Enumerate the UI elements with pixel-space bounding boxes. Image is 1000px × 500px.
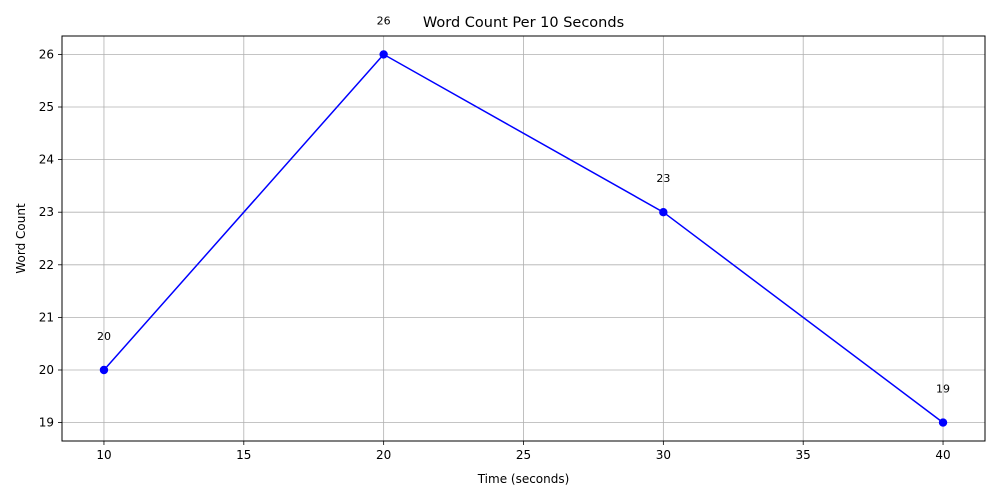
x-tick-label: 30 xyxy=(656,448,671,462)
chart-title: Word Count Per 10 Seconds xyxy=(423,15,624,31)
y-tick-label: 25 xyxy=(39,100,54,114)
data-label: 26 xyxy=(377,14,391,27)
y-tick-label: 19 xyxy=(39,416,54,430)
data-label: 19 xyxy=(936,383,950,396)
x-axis-label: Time (seconds) xyxy=(477,472,570,486)
x-tick-label: 15 xyxy=(236,448,251,462)
grid xyxy=(62,36,985,441)
data-point xyxy=(659,208,668,217)
x-axis-ticks: 10 15 20 25 30 35 40 xyxy=(96,441,951,462)
x-tick-label: 10 xyxy=(96,448,111,462)
series xyxy=(99,50,948,427)
data-label: 23 xyxy=(656,172,670,185)
data-point xyxy=(379,50,388,59)
y-axis-label: Word Count xyxy=(14,203,28,274)
x-tick-label: 25 xyxy=(516,448,531,462)
y-tick-label: 20 xyxy=(39,363,54,377)
series-line xyxy=(103,53,944,424)
x-tick-label: 40 xyxy=(935,448,950,462)
data-point xyxy=(938,418,948,427)
y-axis-ticks: 19 20 21 22 23 24 25 26 xyxy=(39,47,62,430)
y-tick-label: 26 xyxy=(39,47,54,61)
data-label: 20 xyxy=(97,330,111,343)
data-labels: 20 26 23 19 xyxy=(97,14,950,395)
data-point xyxy=(99,365,109,375)
x-tick-label: 35 xyxy=(796,448,811,462)
y-tick-label: 23 xyxy=(39,205,54,219)
y-tick-label: 21 xyxy=(39,310,54,324)
x-tick-label: 20 xyxy=(376,448,391,462)
y-tick-label: 22 xyxy=(39,258,54,272)
y-tick-label: 24 xyxy=(39,153,54,167)
